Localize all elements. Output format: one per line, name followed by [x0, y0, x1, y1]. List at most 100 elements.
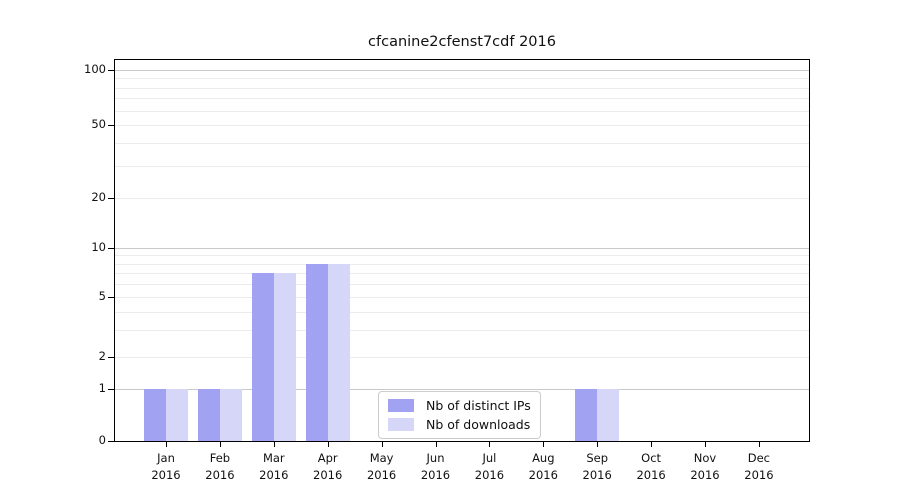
gridline-minor	[115, 87, 809, 89]
legend-label-downloads: Nb of downloads	[426, 417, 531, 432]
x-tick-month: Aug	[532, 451, 555, 465]
bar-distinct-ips-feb	[197, 389, 220, 441]
x-tick-year: 2016	[151, 468, 181, 482]
x-tick-month: Nov	[693, 451, 717, 465]
y-tick-mark	[108, 248, 114, 249]
x-tick-label: Nov 2016	[675, 450, 735, 484]
x-tick-label: Jul 2016	[459, 450, 519, 484]
x-tick-label: Oct 2016	[621, 450, 681, 484]
gridline-minor	[115, 311, 809, 313]
x-tick-label: Sep 2016	[567, 450, 627, 484]
y-tick-label: 1	[98, 381, 106, 395]
gridline-major	[115, 389, 809, 390]
gridline-minor	[115, 284, 809, 286]
legend-swatch-distinct-ips	[388, 399, 414, 412]
x-tick-label: Mar 2016	[244, 450, 304, 484]
bar-downloads-jan	[166, 389, 188, 441]
bar-downloads-sep	[597, 389, 620, 441]
gridline-minor	[115, 198, 809, 199]
legend-label-distinct-ips: Nb of distinct IPs	[426, 398, 531, 413]
y-tick-mark	[108, 70, 114, 71]
x-tick-month: Sep	[586, 451, 609, 465]
gridline-minor	[115, 255, 809, 257]
bar-distinct-ips-sep	[575, 389, 598, 441]
gridline-major	[115, 248, 809, 249]
gridline-major	[115, 70, 809, 71]
x-tick-month: Jan	[157, 451, 175, 465]
y-tick-mark	[108, 125, 114, 126]
bar-distinct-ips-mar	[251, 273, 274, 441]
x-tick-label: Aug 2016	[513, 450, 573, 484]
gridline-minor	[115, 125, 809, 126]
x-tick-year: 2016	[205, 468, 235, 482]
x-tick-label: Feb 2016	[190, 450, 250, 484]
plot-area	[114, 59, 810, 442]
gridline-minor	[115, 273, 809, 275]
y-tick-label: 5	[98, 289, 106, 303]
legend-item-downloads: Nb of downloads	[388, 415, 531, 434]
x-tick-mark	[435, 442, 437, 447]
gridline-minor	[115, 330, 809, 332]
bar-distinct-ips-jan	[144, 389, 166, 441]
y-tick-label: 0	[98, 433, 106, 447]
x-tick-mark	[327, 442, 329, 447]
x-tick-year: 2016	[420, 468, 451, 482]
x-tick-month: Jun	[426, 451, 445, 465]
x-tick-year: 2016	[582, 468, 612, 482]
x-tick-label: Jan 2016	[136, 450, 196, 484]
legend: Nb of distinct IPs Nb of downloads	[378, 391, 541, 439]
x-tick-month: Feb	[209, 451, 231, 465]
y-tick-label: 10	[91, 240, 106, 254]
y-tick-mark	[108, 357, 114, 358]
gridline-minor	[115, 78, 809, 80]
x-tick-mark	[597, 442, 599, 447]
x-tick-month: Jul	[482, 451, 497, 465]
bar-downloads-feb	[219, 389, 242, 441]
x-tick-month: Oct	[641, 451, 662, 465]
y-tick-label: 20	[91, 190, 106, 204]
x-tick-month: Mar	[262, 451, 285, 465]
gridline-minor	[115, 142, 809, 144]
x-tick-mark	[273, 442, 275, 447]
x-tick-label: Dec 2016	[729, 450, 789, 484]
x-tick-year: 2016	[313, 468, 343, 482]
gridline-minor	[115, 98, 809, 100]
x-tick-mark	[381, 442, 383, 447]
x-tick-mark	[705, 442, 706, 447]
x-tick-mark	[166, 442, 167, 447]
y-tick-mark	[108, 389, 114, 390]
x-tick-mark	[651, 442, 653, 447]
x-tick-year: 2016	[259, 468, 289, 482]
bar-downloads-mar	[273, 273, 296, 441]
x-tick-year: 2016	[690, 468, 720, 482]
legend-item-distinct-ips: Nb of distinct IPs	[388, 396, 531, 415]
gridline-minor	[115, 263, 809, 265]
gridline-minor	[115, 110, 809, 112]
x-tick-mark	[219, 442, 221, 447]
x-tick-mark	[758, 442, 760, 447]
y-tick-mark	[108, 297, 114, 298]
x-tick-year: 2016	[528, 468, 558, 482]
x-tick-month: Apr	[317, 451, 338, 465]
y-tick-label: 100	[84, 62, 106, 76]
x-tick-label: Apr 2016	[298, 450, 358, 484]
y-tick-label: 2	[98, 349, 106, 363]
legend-swatch-downloads	[388, 418, 414, 431]
y-tick-label: 50	[91, 117, 106, 131]
x-tick-label: Jun 2016	[406, 450, 466, 484]
x-tick-month: May	[369, 451, 394, 465]
x-tick-year: 2016	[744, 468, 774, 482]
x-tick-month: Dec	[747, 451, 771, 465]
bar-distinct-ips-apr	[305, 263, 328, 441]
y-tick-mark	[108, 198, 114, 199]
x-tick-mark	[489, 442, 491, 447]
bar-downloads-apr	[327, 263, 350, 441]
y-tick-mark	[108, 441, 114, 442]
chart-title: cfcanine2cfenst7cdf 2016	[368, 34, 556, 50]
gridline-minor	[115, 357, 809, 358]
gridline-minor	[115, 165, 809, 167]
x-tick-label: May 2016	[352, 450, 412, 484]
x-tick-year: 2016	[366, 468, 397, 482]
gridline-minor	[115, 297, 809, 298]
